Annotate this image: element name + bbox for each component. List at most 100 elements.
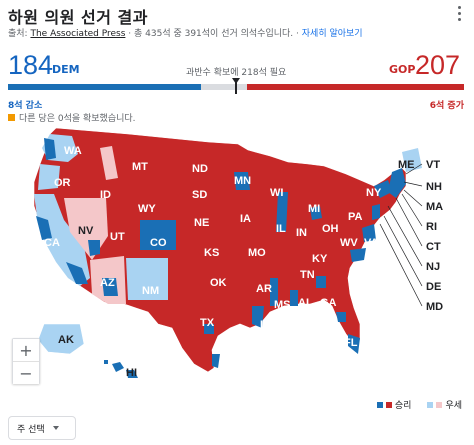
source-line: 출처: The Associated Press · 총 435석 중 391석… [8, 26, 363, 39]
region-california-bay[interactable] [36, 216, 52, 240]
zoom-in-button[interactable]: + [13, 339, 39, 361]
state-label-wv: WV [340, 237, 358, 249]
state-select-dropdown[interactable]: 주 선택 [8, 416, 76, 440]
legend-lead-label: 우세 [445, 401, 462, 411]
state-label-wi: WI [270, 187, 283, 199]
region-illinois[interactable] [276, 192, 288, 232]
gop-party-label: GOP [389, 63, 416, 76]
region-virginia[interactable] [362, 224, 376, 242]
region-north-carolina[interactable] [350, 248, 366, 262]
legend-gop-win-swatch [385, 401, 392, 408]
hawaii-shape[interactable] [104, 360, 138, 378]
callout-label-ct[interactable]: CT [426, 241, 441, 253]
region-new-england[interactable] [388, 168, 406, 198]
region-arizona-south[interactable] [102, 278, 118, 296]
source-link[interactable]: The Associated Press [30, 29, 126, 39]
state-label-nv: NV [78, 225, 94, 237]
state-label-ne: NE [194, 217, 209, 229]
region-nevada-south[interactable] [88, 240, 100, 256]
region-idaho-lean[interactable] [100, 146, 118, 180]
zoom-control: + − [12, 338, 40, 384]
map-legend: 승리 우세 [376, 398, 462, 411]
state-label-wa: WA [64, 145, 82, 157]
state-label-ok: OK [210, 277, 227, 289]
state-select-label: 주 선택 [17, 424, 45, 435]
state-label-ak: AK [58, 334, 74, 346]
zoom-divider [13, 361, 39, 362]
dem-seat-change: 8석 감소 [8, 101, 43, 111]
legend-gop-lead-swatch [436, 401, 443, 408]
region-texas-south[interactable] [212, 354, 220, 368]
state-label-ut: UT [110, 231, 125, 243]
region-texas-austin[interactable] [204, 324, 214, 334]
region-colorado[interactable] [140, 220, 176, 250]
state-label-sd: SD [192, 189, 207, 201]
us-house-results-map[interactable]: WA OR CA NV ID MT WY UT AZ CO NM ND SD N… [8, 128, 458, 384]
state-label-in: IN [296, 227, 307, 239]
majority-marker-icon [232, 78, 240, 84]
state-label-nc: NC [352, 265, 368, 277]
state-label-nm: NM [142, 285, 159, 297]
gop-seat-change: 6석 증가 [429, 101, 464, 111]
region-alabama[interactable] [290, 290, 298, 306]
region-washington-west[interactable] [44, 138, 56, 160]
dem-seat-bar [8, 84, 201, 90]
zoom-out-button[interactable]: − [13, 362, 39, 384]
other-party-swatch [8, 114, 15, 121]
region-minnesota[interactable] [234, 172, 250, 190]
state-label-ar: AR [256, 283, 272, 295]
callout-label-de[interactable]: DE [426, 281, 441, 293]
source-prefix: 출처: [8, 29, 28, 39]
callout-label-ma[interactable]: MA [426, 201, 443, 213]
callout-label-ri[interactable]: RI [426, 221, 437, 233]
region-california[interactable] [34, 194, 90, 286]
callout-label-md[interactable]: MD [426, 301, 443, 313]
region-new-mexico[interactable] [126, 258, 168, 300]
callout-label-nh[interactable]: NH [426, 181, 442, 193]
other-party-text: 다른 당은 0석을 확보했습니다. [19, 114, 136, 124]
source-suffix: · 총 435석 중 391석이 선거 의석수입니다. · [128, 29, 299, 39]
state-label-wy: WY [138, 203, 156, 215]
majority-threshold-text: 과반수 확보에 218석 필요 [186, 68, 287, 78]
state-label-oh: OH [322, 223, 339, 235]
other-party-note: 다른 당은 0석을 확보했습니다. [8, 111, 136, 124]
callout-label-nj[interactable]: NJ [426, 261, 440, 273]
region-mississippi[interactable] [270, 278, 278, 306]
gop-seat-count: 207 [415, 50, 461, 80]
region-atlanta[interactable] [316, 276, 326, 288]
state-label-az: AZ [100, 277, 115, 289]
region-florida-central[interactable] [336, 312, 346, 322]
legend-win-label: 승리 [394, 401, 412, 411]
state-label-ky: KY [312, 253, 328, 265]
callout-label-vt[interactable]: VT [426, 159, 440, 171]
state-label-ia: IA [240, 213, 251, 225]
region-louisiana[interactable] [252, 306, 264, 328]
state-label-il: IL [276, 223, 286, 235]
state-label-sc: SC [348, 275, 363, 287]
majority-marker-line [235, 82, 237, 94]
state-label-la: LA [260, 319, 275, 331]
state-label-fl: FL [344, 337, 358, 349]
state-label-ny: NY [366, 187, 382, 199]
gop-seat-bar [247, 84, 464, 90]
dem-seat-count: 184 [8, 50, 54, 80]
legend-dem-win-swatch [376, 401, 383, 408]
dem-party-label: DEM [52, 63, 80, 76]
learn-more-link[interactable]: 자세히 알아보기 [301, 29, 363, 39]
region-maine[interactable] [402, 148, 422, 172]
region-oregon-west[interactable] [38, 164, 60, 190]
region-california-south[interactable] [66, 262, 88, 284]
more-options-icon[interactable] [452, 4, 466, 22]
state-label-al: AL [298, 297, 313, 309]
region-pennsylvania-east[interactable] [372, 204, 380, 220]
state-label-or: OR [54, 177, 71, 189]
state-label-mn: MN [234, 175, 251, 187]
state-label-ca: CA [44, 237, 60, 249]
state-label-mo: MO [248, 247, 266, 259]
region-new-york[interactable] [374, 180, 392, 198]
region-michigan[interactable] [310, 206, 322, 220]
region-florida-south[interactable] [348, 334, 360, 354]
state-label-tx: TX [200, 317, 215, 329]
legend-dem-lead-swatch [427, 401, 434, 408]
state-label-ms: MS [274, 299, 291, 311]
